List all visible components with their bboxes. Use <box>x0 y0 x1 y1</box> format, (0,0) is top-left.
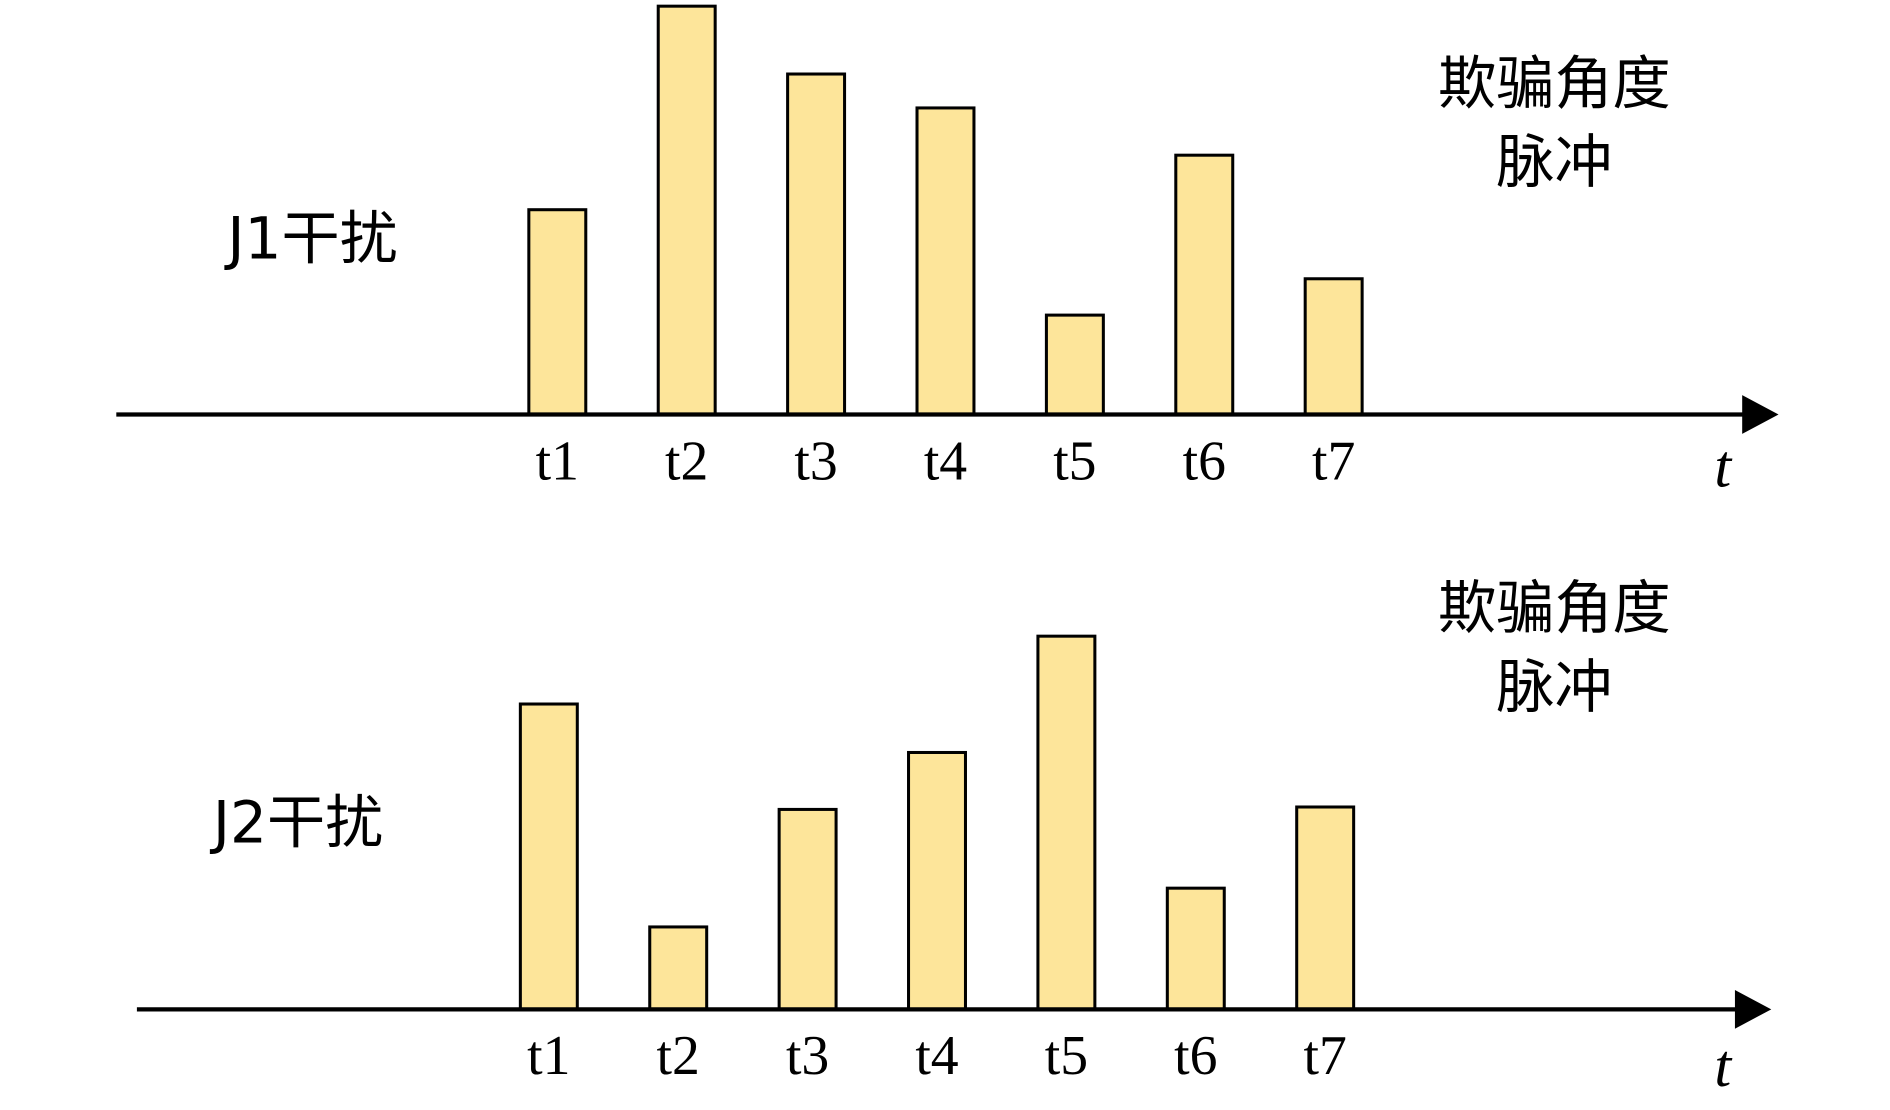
bar <box>1165 886 1226 1011</box>
bar <box>1036 634 1097 1011</box>
x-tick-label: t4 <box>924 430 967 492</box>
x-tick-label: t2 <box>665 430 708 492</box>
x-tick-label: t1 <box>527 1025 570 1087</box>
bar <box>518 702 579 1011</box>
x-tick-label: t1 <box>536 430 579 492</box>
bar <box>1044 313 1105 416</box>
x-tick-label: t6 <box>1183 430 1226 492</box>
annotation: 脉冲 <box>1496 128 1612 196</box>
x-tick-label: t4 <box>915 1025 958 1087</box>
bar <box>1303 277 1364 416</box>
bar <box>915 106 976 416</box>
bar <box>656 4 717 416</box>
x-tick-label: t7 <box>1304 1025 1347 1087</box>
chart-label: J1干扰 <box>223 205 397 273</box>
bar <box>1174 153 1235 416</box>
bar <box>777 807 838 1011</box>
bar <box>786 72 847 416</box>
x-tick-label: t5 <box>1045 1025 1088 1087</box>
bar <box>648 925 709 1011</box>
x-tick-label: t6 <box>1174 1025 1217 1087</box>
annotation: 脉冲 <box>1496 653 1612 721</box>
x-tick-label: t7 <box>1312 430 1355 492</box>
x-tick-label: t2 <box>657 1025 700 1087</box>
x-tick-label: t3 <box>794 430 837 492</box>
bar <box>527 208 588 416</box>
annotation: 欺骗角度 <box>1438 49 1671 117</box>
chart-label: J2干扰 <box>209 788 383 856</box>
axis-arrow <box>1734 989 1772 1029</box>
axis-arrow <box>1742 395 1779 434</box>
x-tick-label: t5 <box>1053 430 1096 492</box>
annotation: 欺骗角度 <box>1438 574 1671 642</box>
x-axis-label: t <box>1714 434 1733 501</box>
bar <box>907 750 967 1011</box>
x-tick-label: t3 <box>786 1025 829 1087</box>
x-axis-label: t <box>1714 1033 1733 1100</box>
bar <box>1295 805 1356 1011</box>
